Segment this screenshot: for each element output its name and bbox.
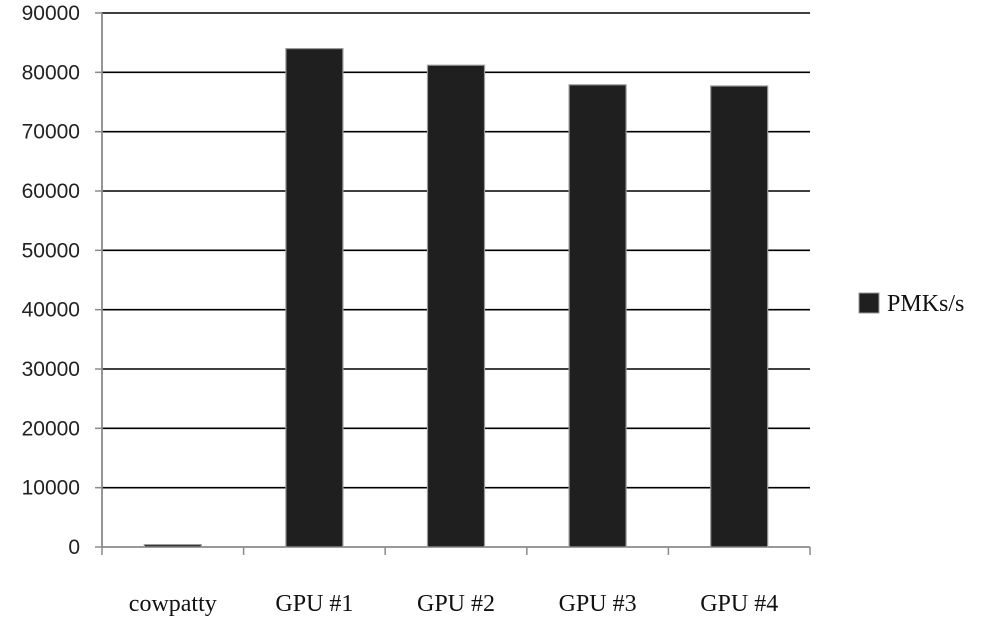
y-tick-label: 10000 bbox=[22, 477, 80, 500]
y-tick-label: 50000 bbox=[22, 239, 80, 262]
x-tick-label: cowpatty bbox=[129, 591, 217, 617]
y-tick-label: 60000 bbox=[22, 180, 80, 203]
bar-cowpatty bbox=[143, 544, 202, 548]
x-tick-label: GPU #1 bbox=[275, 591, 353, 617]
y-tick-label: 90000 bbox=[22, 2, 80, 25]
legend-label: PMKs/s bbox=[887, 291, 964, 317]
y-tick-label: 30000 bbox=[22, 358, 80, 381]
x-tick-label: GPU #2 bbox=[417, 591, 495, 617]
y-tick-label: 40000 bbox=[22, 299, 80, 322]
y-tick-label: 80000 bbox=[22, 61, 80, 84]
legend-swatch bbox=[858, 292, 880, 314]
y-axis-tick-labels: 0 10000 20000 30000 40000 50000 60000 70000 8000… bbox=[22, 2, 80, 559]
bars bbox=[143, 47, 769, 548]
x-axis-tick-labels: cowpatty GPU #1 GPU #2 GPU #3 GPU #4 bbox=[129, 591, 778, 617]
legend: PMKs/s bbox=[858, 291, 964, 317]
bar-gpu-4 bbox=[710, 85, 769, 548]
x-tick-label: GPU #3 bbox=[559, 591, 637, 617]
bar-gpu-1 bbox=[285, 47, 344, 548]
bar-gpu-3 bbox=[568, 84, 627, 548]
x-tick-label: GPU #4 bbox=[700, 591, 778, 617]
y-tick-label: 70000 bbox=[22, 121, 80, 144]
bar-gpu-2 bbox=[426, 64, 486, 548]
y-tick-label: 20000 bbox=[22, 417, 80, 440]
y-tick-label: 0 bbox=[68, 536, 80, 559]
